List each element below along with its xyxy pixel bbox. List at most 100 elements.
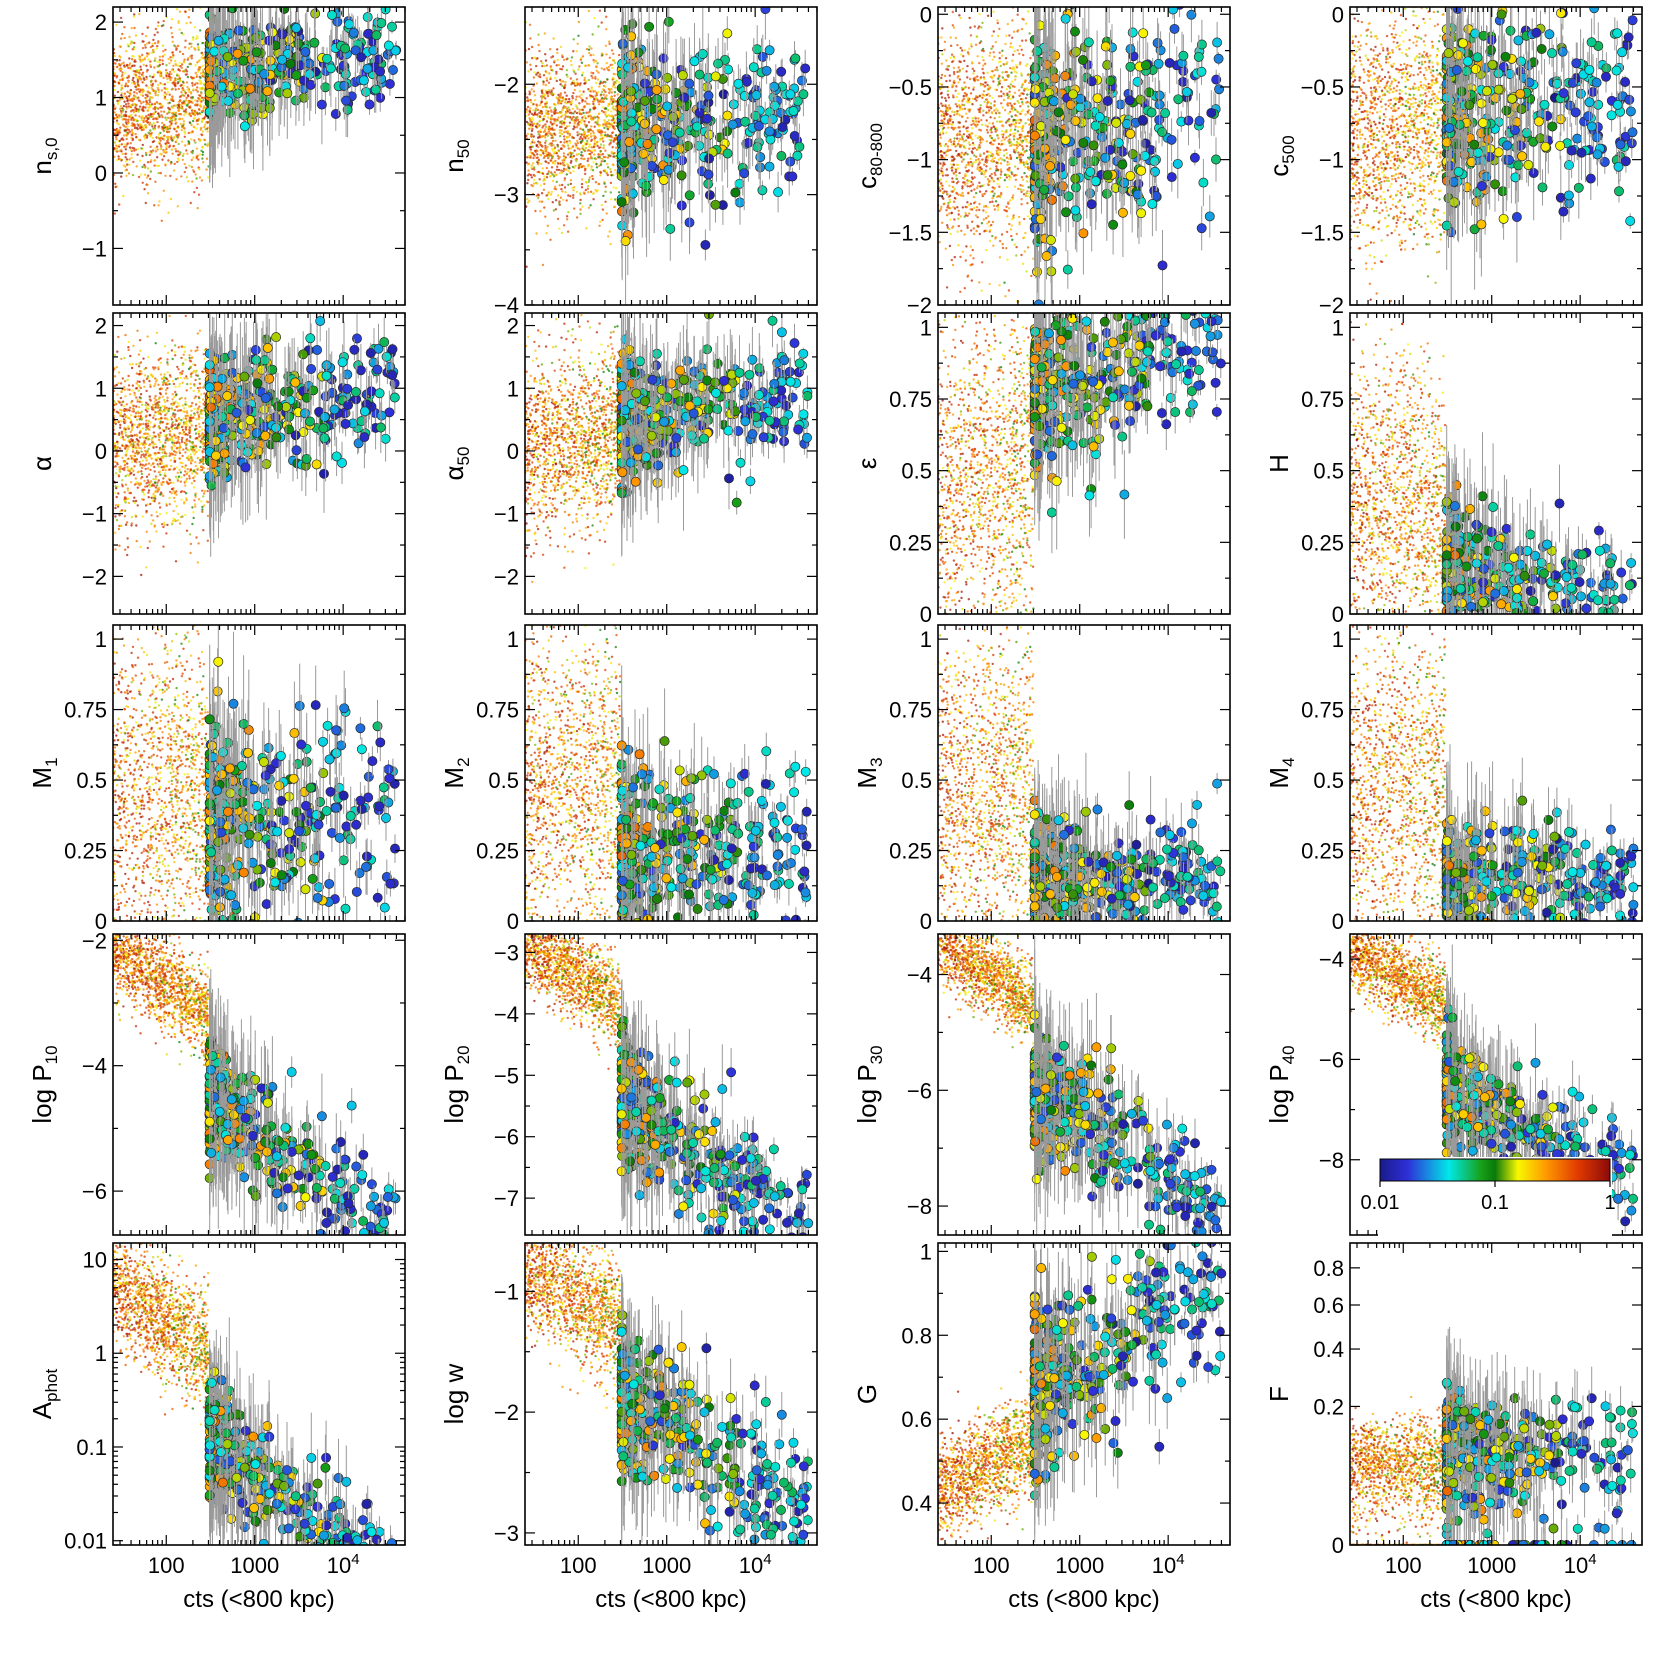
faint-point: [173, 44, 176, 47]
faint-point: [172, 169, 176, 172]
faint-point: [550, 136, 553, 140]
faint-point: [989, 107, 993, 110]
faint-point: [603, 119, 606, 122]
faint-point: [168, 110, 171, 113]
faint-point: [136, 79, 140, 83]
faint-point: [184, 108, 188, 111]
faint-point: [526, 105, 530, 109]
faint-point: [609, 100, 612, 104]
faint-point: [184, 166, 188, 169]
faint-point: [573, 88, 576, 92]
faint-point: [151, 84, 154, 87]
faint-point: [182, 60, 186, 63]
faint-point: [130, 133, 133, 136]
faint-point: [607, 235, 610, 238]
faint-point: [990, 47, 993, 50]
faint-point: [566, 153, 570, 156]
faint-point: [528, 146, 532, 149]
faint-point: [168, 76, 171, 80]
faint-point: [190, 123, 193, 127]
faint-point: [602, 140, 605, 143]
faint-point: [1010, 115, 1013, 118]
faint-point: [159, 82, 162, 85]
faint-point: [157, 21, 160, 24]
faint-point: [968, 77, 972, 81]
faint-point: [552, 209, 556, 212]
faint-point: [1006, 258, 1009, 261]
faint-point: [944, 174, 947, 177]
faint-point: [949, 123, 953, 126]
faint-point: [140, 126, 143, 129]
faint-point: [176, 1, 178, 3]
faint-point: [533, 71, 536, 74]
faint-point: [552, 111, 556, 114]
faint-point: [580, 97, 583, 100]
faint-point: [207, 176, 210, 179]
faint-point: [141, 88, 144, 91]
faint-point: [567, 144, 570, 147]
faint-point: [605, 170, 608, 173]
faint-point: [1007, 201, 1010, 204]
faint-point: [533, 168, 536, 171]
faint-point: [116, 115, 119, 119]
faint-point: [176, 205, 179, 208]
faint-point: [604, 133, 607, 137]
faint-point: [120, 62, 124, 65]
faint-point: [955, 95, 958, 99]
faint-point: [939, 109, 942, 113]
faint-point: [135, 75, 138, 79]
faint-point: [174, 77, 177, 80]
data-point: [697, 49, 708, 59]
data-point: [785, 156, 796, 167]
faint-point: [563, 86, 566, 90]
faint-point: [180, 66, 183, 70]
faint-point: [172, 104, 176, 107]
faint-point: [181, 88, 184, 92]
faint-point: [162, 189, 165, 192]
faint-point: [575, 78, 579, 81]
faint-point: [606, 78, 609, 81]
faint-point: [548, 152, 552, 155]
faint-point: [544, 150, 548, 153]
faint-point: [547, 191, 550, 194]
faint-point: [998, 51, 1001, 54]
faint-point: [963, 215, 966, 218]
faint-point: [538, 73, 542, 76]
faint-point: [173, 162, 176, 166]
faint-point: [137, 96, 140, 99]
faint-point: [602, 144, 606, 147]
faint-point: [1000, 233, 1004, 236]
faint-point: [941, 187, 944, 190]
faint-point: [563, 141, 566, 144]
faint-point: [1009, 154, 1012, 157]
faint-point: [191, 101, 194, 104]
faint-point: [197, 46, 200, 49]
faint-point: [578, 102, 581, 105]
faint-point: [553, 146, 557, 149]
faint-point: [945, 59, 948, 62]
data-point: [727, 119, 738, 130]
faint-point: [564, 83, 567, 87]
faint-point: [132, 98, 136, 101]
faint-point: [179, 79, 182, 83]
faint-point: [536, 161, 539, 164]
faint-point: [142, 100, 145, 104]
faint-point: [553, 108, 556, 112]
faint-point: [570, 101, 573, 105]
data-point: [651, 124, 662, 135]
faint-point: [609, 154, 612, 158]
faint-point: [150, 103, 154, 106]
faint-point: [614, 86, 617, 89]
faint-point: [557, 116, 560, 119]
faint-point: [561, 55, 564, 59]
faint-point: [177, 153, 180, 157]
faint-point: [558, 134, 562, 138]
faint-point: [166, 127, 170, 131]
faint-point: [550, 166, 554, 169]
faint-point: [560, 80, 563, 83]
faint-point: [544, 128, 547, 131]
faint-point: [154, 90, 157, 93]
faint-point: [530, 164, 533, 167]
faint-point: [537, 196, 540, 200]
faint-point: [192, 156, 195, 159]
